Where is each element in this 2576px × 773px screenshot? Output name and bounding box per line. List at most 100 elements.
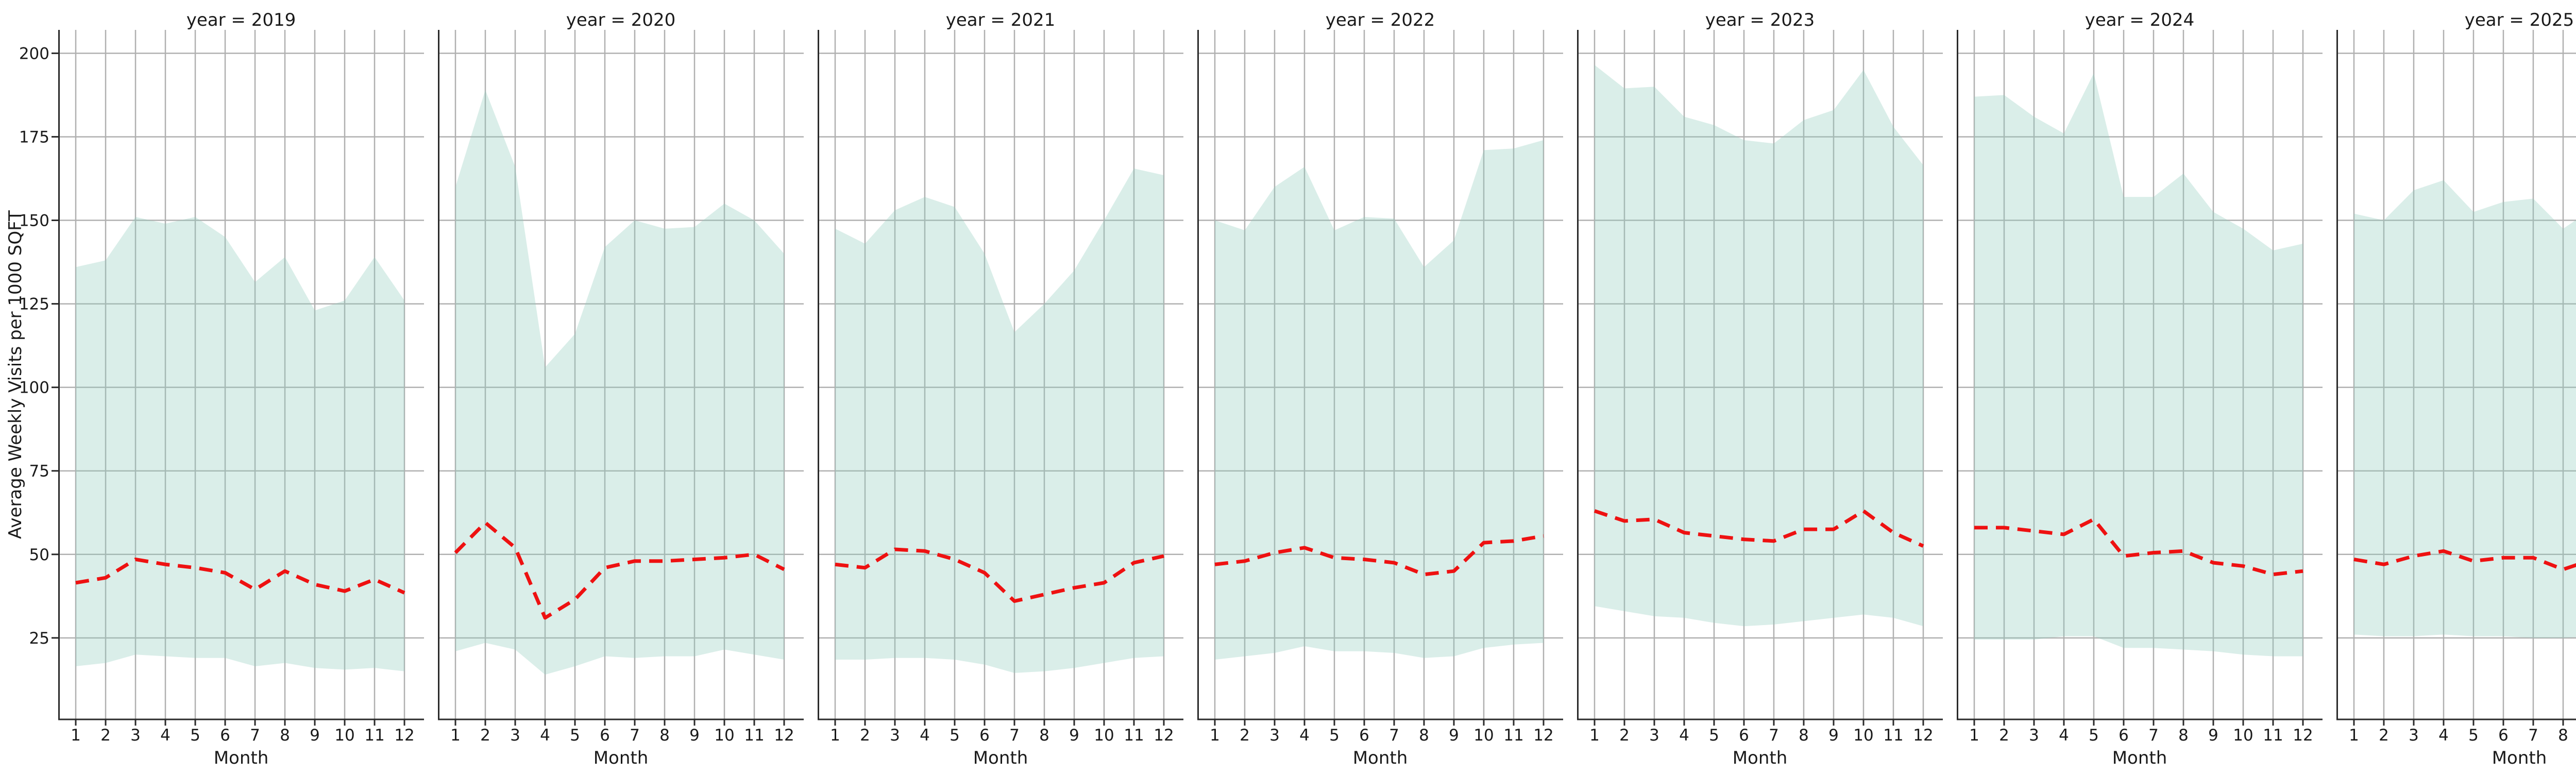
x-tick-label: 8 [280,726,290,745]
x-tick-label: 8 [1799,726,1809,745]
y-tick-label: 150 [19,212,49,230]
x-axis-label: Month [1353,748,1408,768]
x-tick-label: 10 [2233,726,2253,745]
x-tick-label: 4 [540,726,550,745]
x-tick-label: 4 [160,726,171,745]
x-tick-label: 10 [334,726,354,745]
x-tick-label: 3 [130,726,141,745]
percentile-band [1215,140,1544,660]
x-tick-label: 10 [714,726,734,745]
x-tick-label: 2 [1240,726,1250,745]
x-tick-label: 6 [600,726,610,745]
x-tick-label: 3 [1269,726,1280,745]
percentile-band [835,169,1164,673]
x-axis-label: Month [2492,748,2547,768]
x-tick-label: 12 [1913,726,1933,745]
y-tick-label: 50 [29,546,49,564]
median-line [1974,517,2303,577]
x-tick-label: 9 [1449,726,1459,745]
x-tick-label: 10 [1473,726,1494,745]
y-tick-label: 75 [29,462,49,481]
x-tick-label: 7 [2148,726,2159,745]
x-tick-label: 7 [250,726,260,745]
x-tick-label: 11 [1124,726,1144,745]
x-tick-label: 1 [830,726,840,745]
x-tick-label: 3 [2029,726,2039,745]
median-line [2353,549,2576,572]
y-tick-label: 100 [19,379,49,397]
x-axis-label: Month [2112,748,2167,768]
facet-title: year = 2020 [566,10,675,30]
median-line [454,520,785,620]
x-tick-label: 6 [1359,726,1369,745]
y-tick-label: 125 [19,295,49,314]
x-tick-label: 9 [310,726,320,745]
x-tick-label: 2 [2379,726,2389,745]
x-tick-label: 3 [890,726,900,745]
x-tick-label: 4 [2438,726,2449,745]
x-tick-label: 12 [394,726,414,745]
facet-title: year = 2024 [2085,10,2194,30]
x-tick-label: 1 [450,726,461,745]
percentile-band [2354,180,2576,638]
x-tick-label: 7 [2528,726,2538,745]
x-tick-label: 11 [1503,726,1523,745]
x-tick-label: 5 [2089,726,2099,745]
x-tick-label: 1 [71,726,81,745]
x-tick-label: 2 [860,726,870,745]
x-tick-label: 11 [1883,726,1903,745]
median-line [1594,509,1924,548]
x-tick-label: 5 [190,726,200,745]
x-tick-label: 5 [950,726,960,745]
facet-title: year = 2019 [187,10,296,30]
x-axis-label: Month [214,748,269,768]
x-axis-label: Month [1733,748,1788,768]
x-tick-label: 10 [1094,726,1114,745]
x-tick-label: 8 [2178,726,2189,745]
x-tick-label: 1 [1969,726,1979,745]
x-tick-label: 2 [1999,726,2009,745]
facet-title: year = 2023 [1705,10,1815,30]
x-tick-label: 4 [1679,726,1689,745]
y-axis: 25 50 75 100 125 150 175 200 [19,44,58,648]
x-tick-label: 6 [2119,726,2129,745]
percentile-band [1595,65,1923,627]
x-tick-label: 8 [2558,726,2568,745]
x-tick-label: 6 [220,726,230,745]
median-line [1214,534,1544,577]
x-tick-label: 4 [920,726,930,745]
x-tick-label: 8 [1419,726,1429,745]
x-tick-label: 2 [1619,726,1630,745]
median-line [835,547,1164,603]
x-tick-label: 11 [744,726,764,745]
x-tick-label: 10 [1853,726,1873,745]
x-tick-label: 9 [689,726,700,745]
x-tick-label: 9 [1828,726,1839,745]
x-tick-label: 3 [1649,726,1659,745]
x-tick-label: 8 [659,726,670,745]
x-tick-label: 5 [1709,726,1719,745]
facet-title: year = 2025 [2465,10,2574,30]
x-tick-label: 2 [480,726,490,745]
y-tick-label: 25 [29,629,49,648]
x-tick-label: 7 [1389,726,1399,745]
percentile-band [455,90,784,675]
x-tick-label: 5 [2468,726,2479,745]
x-tick-label: 7 [630,726,640,745]
x-tick-label: 9 [1069,726,1079,745]
x-tick-label: 11 [364,726,384,745]
x-tick-label: 2 [100,726,111,745]
x-tick-label: 5 [1329,726,1340,745]
x-tick-label: 1 [1210,726,1220,745]
x-tick-label: 4 [2059,726,2069,745]
x-tick-label: 1 [1589,726,1600,745]
facet-title: year = 2021 [946,10,1055,30]
x-tick-label: 7 [1769,726,1779,745]
x-tick-label: 7 [1009,726,1020,745]
